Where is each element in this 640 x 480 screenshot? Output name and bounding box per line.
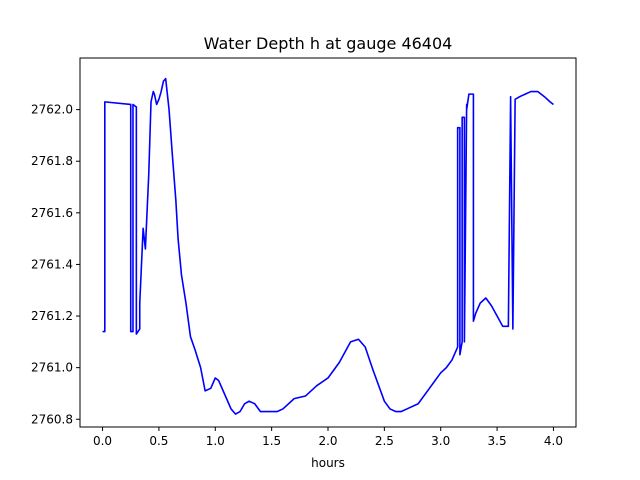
series-line-0	[102, 77, 554, 415]
x-axis-label: hours	[311, 456, 345, 470]
x-tick-label: 4.0	[544, 434, 563, 448]
y-tick-label: 2761.0	[31, 361, 73, 375]
y-tick-label: 2761.6	[31, 206, 73, 220]
y-tick-label: 2762.0	[31, 103, 73, 117]
x-tick-label: 3.0	[431, 434, 450, 448]
y-tick-label: 2760.8	[31, 412, 73, 426]
y-axis-ticks: 2760.8 2761.0 2761.2 2761.4 2761.6 2761.8 2762…	[31, 103, 80, 426]
y-tick-label: 2761.2	[31, 309, 73, 323]
plot-frame	[79, 57, 577, 428]
x-axis-ticks: 0.0 0.5 1.0 1.5 2.0 2.5 3.0 3.5 4.0	[93, 427, 563, 448]
plot-series-group	[102, 77, 554, 415]
y-tick-label: 2761.4	[31, 257, 73, 271]
y-tick-label: 2761.8	[31, 154, 73, 168]
x-tick-label: 2.0	[318, 434, 337, 448]
x-tick-label: 2.5	[375, 434, 394, 448]
x-tick-label: 0.0	[93, 434, 112, 448]
x-tick-label: 0.5	[149, 434, 168, 448]
chart-title: Water Depth h at gauge 46404	[204, 34, 453, 53]
x-tick-label: 3.5	[488, 434, 507, 448]
x-tick-label: 1.0	[206, 434, 225, 448]
x-tick-label: 1.5	[262, 434, 281, 448]
